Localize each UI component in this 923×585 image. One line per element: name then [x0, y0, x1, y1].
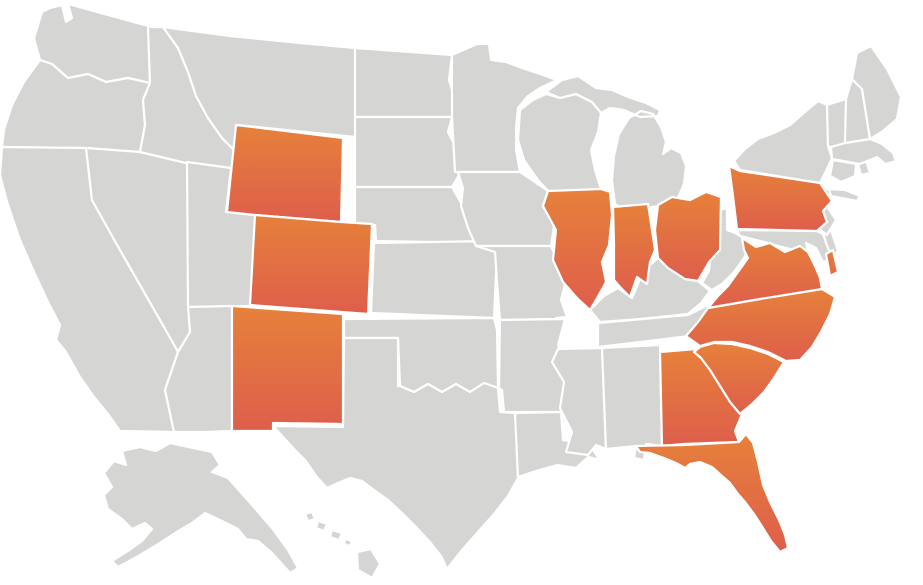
state-co[interactable]: Colorado [248, 213, 374, 316]
state-sd[interactable]: South Dakota [353, 115, 464, 189]
state-wi[interactable]: Wisconsin [516, 92, 603, 193]
state-tx[interactable]: Texas [271, 336, 520, 571]
state-pa[interactable]: Pennsylvania [727, 164, 834, 233]
state-hi[interactable]: Hawaii [303, 510, 382, 580]
state-va[interactable]: Virginia [706, 236, 840, 310]
state-nm[interactable]: New Mexico [230, 304, 345, 433]
state-fl[interactable]: Florida [634, 432, 790, 554]
state-wy[interactable]: Wyoming [225, 123, 345, 224]
state-al[interactable]: Alabama [600, 343, 664, 462]
state-ak[interactable]: Alaska [102, 441, 300, 575]
state-la[interactable]: Louisiana [513, 410, 602, 479]
state-nd[interactable]: North Dakota [353, 46, 457, 119]
state-oh[interactable]: Ohio [653, 190, 723, 283]
state-sc[interactable]: South Carolina [692, 341, 786, 416]
state-me[interactable]: Maine [850, 44, 903, 141]
state-wv[interactable]: West Virginia [700, 206, 752, 292]
state-in[interactable]: Indiana [611, 202, 657, 299]
state-ny[interactable]: New York [732, 99, 862, 203]
state-ks[interactable]: Kansas [369, 239, 499, 320]
state-nc[interactable]: North Carolina [684, 287, 837, 363]
state-il[interactable]: Illinois [541, 187, 614, 312]
